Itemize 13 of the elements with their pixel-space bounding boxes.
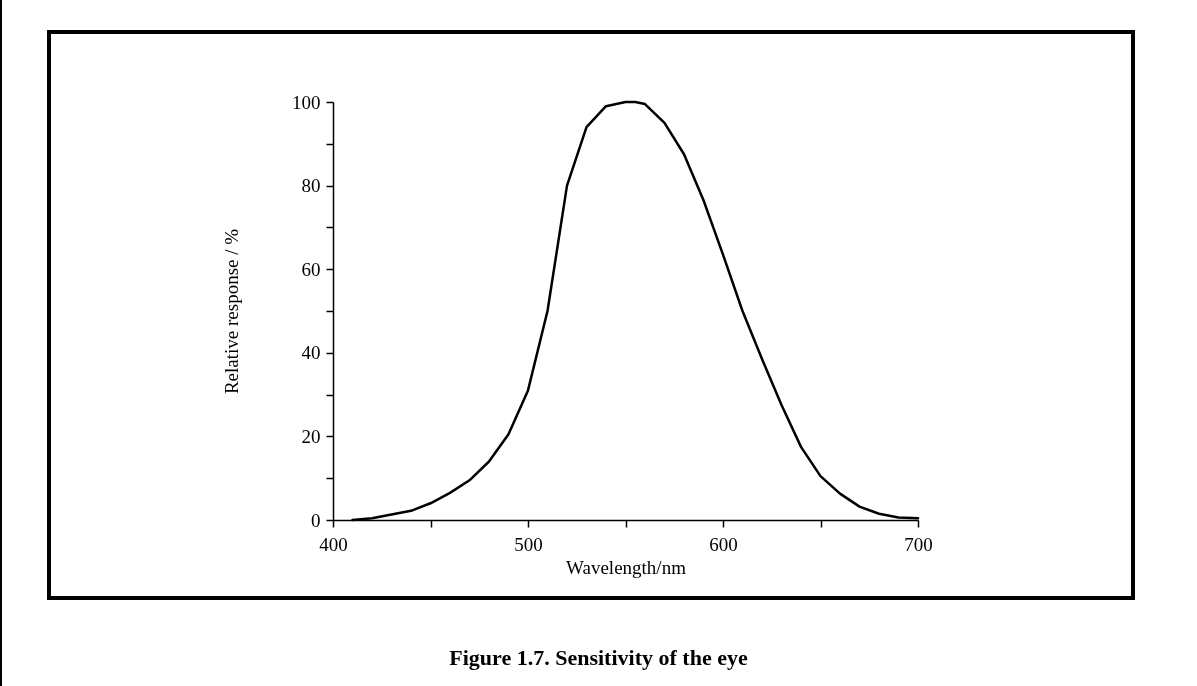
x-tick-label: 700 [904, 533, 933, 555]
x-tick-label: 400 [319, 533, 348, 555]
x-tick-label: 600 [709, 533, 738, 555]
y-tick-label: 40 [301, 342, 321, 364]
caption: Figure 1.7. Sensitivity of the eye [448, 645, 749, 671]
y-axis-title: Relative response / % [221, 228, 242, 395]
x-tick-label: 500 [514, 533, 543, 555]
y-tick-label: 0 [311, 509, 321, 531]
y-tick-label: 80 [301, 175, 321, 197]
y-tick-label: 20 [301, 425, 321, 447]
y-tick-label: 100 [292, 91, 321, 113]
y-tick-label: 60 [301, 258, 321, 280]
x-axis-title: Wavelength/nm [566, 556, 687, 578]
